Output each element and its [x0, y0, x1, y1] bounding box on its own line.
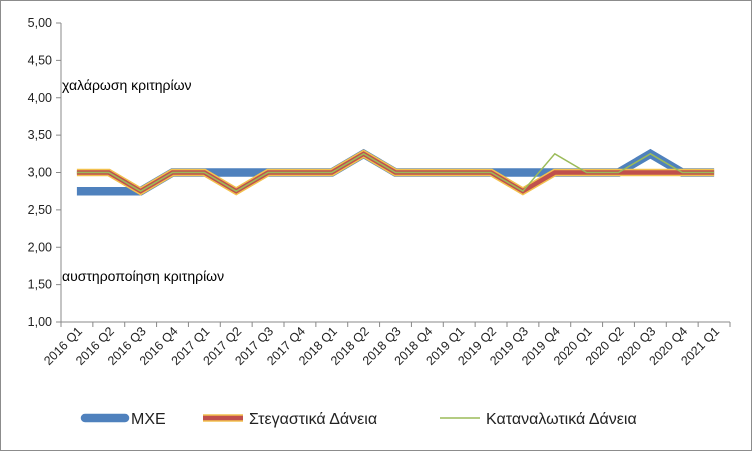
chart-legend: ΜΧΕ Στεγαστικά Δάνεια Καταναλωτικά Δάνεια: [80, 411, 637, 428]
y-tick-label: 1,00: [28, 315, 52, 329]
legend-label-3: Καταναλωτικά Δάνεια: [486, 411, 637, 428]
annotation-tightening: αυστηροποίηση κριτηρίων: [62, 268, 224, 284]
y-tick-label: 3,50: [28, 128, 52, 142]
y-tick-label: 3,00: [28, 166, 52, 180]
y-tick-label: 1,50: [28, 278, 52, 292]
legend-label-2: Στεγαστικά Δάνεια: [249, 411, 377, 428]
y-tick-label: 2,50: [28, 203, 52, 217]
series-line-3: [76, 152, 715, 193]
chart-axes: [56, 22, 731, 327]
y-tick-label: 5,00: [28, 16, 52, 30]
y-tick-label: 2,00: [28, 240, 52, 254]
annotation-easing: χαλάρωση κριτηρίων: [62, 77, 192, 93]
y-tick-label: 4,50: [28, 53, 52, 67]
legend-label-1: ΜΧΕ: [131, 411, 166, 428]
y-tick-labels: 1,00 1,50 2,00 2,50 3,00 3,50 4,00 4,50 5,00: [28, 16, 52, 329]
y-tick-label: 4,00: [28, 91, 52, 105]
chart-series: [76, 148, 715, 196]
